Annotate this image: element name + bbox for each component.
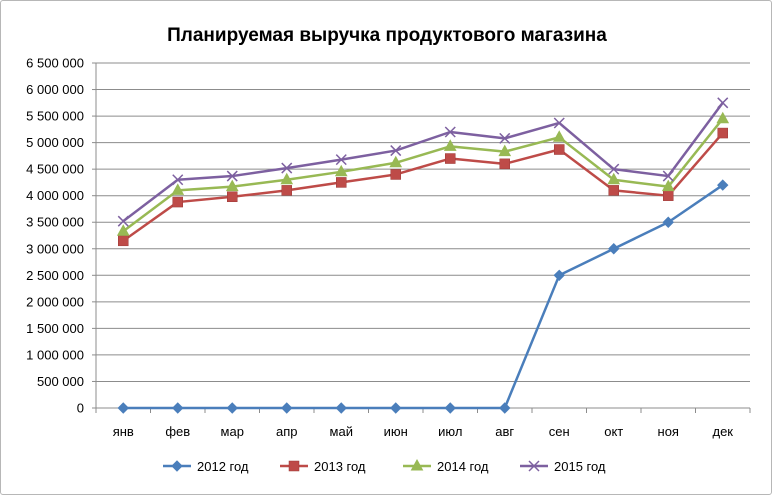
data-point-s3 bbox=[498, 144, 512, 157]
y-tick-label: 2 000 000 bbox=[26, 294, 84, 309]
data-point-s4-b bbox=[172, 174, 184, 186]
data-point-s1 bbox=[390, 402, 402, 414]
data-point-s2 bbox=[172, 196, 183, 208]
y-tick-label: 6 500 000 bbox=[26, 56, 84, 71]
data-point-s3 bbox=[280, 172, 294, 185]
series-line-3 bbox=[122, 117, 724, 233]
x-tick-label: сен bbox=[549, 424, 570, 439]
legend-label-3: 2014 год bbox=[437, 459, 489, 474]
legend-label-1: 2012 год bbox=[197, 459, 249, 474]
data-point-s1 bbox=[444, 402, 456, 414]
x-tick-label: июн bbox=[384, 424, 408, 439]
series-line-1 bbox=[123, 184, 724, 410]
data-point-s2 bbox=[499, 158, 510, 170]
series-line-4 bbox=[122, 102, 724, 223]
data-point-s3 bbox=[334, 164, 348, 177]
x-tick-label: июл bbox=[438, 424, 462, 439]
data-point-s3 bbox=[116, 224, 130, 236]
y-tick-label: 5 500 000 bbox=[26, 109, 84, 124]
data-point-s2 bbox=[336, 177, 347, 188]
data-point-s2 bbox=[227, 191, 238, 203]
data-point-s3 bbox=[389, 155, 403, 168]
data-point-s2 bbox=[717, 127, 728, 139]
data-point-s3 bbox=[607, 172, 621, 185]
data-point-s3 bbox=[443, 139, 457, 151]
x-tick-label: апр bbox=[276, 424, 298, 439]
data-point-s4-b bbox=[608, 163, 620, 175]
x-tick-label: янв bbox=[113, 424, 134, 439]
x-tick-label: окт bbox=[604, 424, 623, 439]
x-tick-label: ноя bbox=[658, 424, 679, 439]
y-tick-label: 4 500 000 bbox=[26, 162, 84, 177]
x-tick-label: мар bbox=[221, 424, 244, 439]
y-tick-label: 4 000 000 bbox=[26, 188, 84, 203]
data-point-s4-b bbox=[117, 215, 129, 227]
data-point-s1 bbox=[553, 269, 565, 282]
legend-marker-4-b bbox=[528, 460, 540, 472]
data-point-s4-b bbox=[390, 145, 402, 157]
data-point-s2 bbox=[118, 235, 129, 247]
data-point-s3 bbox=[716, 111, 730, 124]
data-point-s4-b bbox=[553, 117, 565, 129]
x-tick-label: авг bbox=[495, 424, 514, 439]
legend-marker-3 bbox=[410, 458, 424, 471]
series-line-2 bbox=[122, 132, 724, 242]
data-point-s4-b bbox=[499, 132, 511, 144]
y-tick-label: 3 500 000 bbox=[26, 215, 84, 230]
data-point-s4-b bbox=[226, 170, 238, 182]
data-point-s3 bbox=[552, 130, 566, 142]
data-point-s1 bbox=[608, 243, 620, 255]
data-point-s4-b bbox=[662, 170, 674, 182]
data-point-s2 bbox=[663, 190, 674, 201]
data-point-s1 bbox=[499, 402, 511, 414]
data-point-s4-b bbox=[335, 154, 347, 166]
data-point-s4-b bbox=[281, 162, 293, 174]
x-tick-label: фев bbox=[165, 424, 190, 439]
chart-title: Планируемая выручка продуктового магазин… bbox=[167, 25, 607, 46]
legend-label-4: 2015 год bbox=[554, 459, 606, 474]
y-tick-label: 500 000 bbox=[37, 374, 84, 389]
y-tick-label: 1 000 000 bbox=[26, 347, 84, 362]
data-point-s2 bbox=[554, 144, 565, 155]
data-point-s1 bbox=[281, 402, 293, 414]
data-point-s3 bbox=[661, 179, 675, 192]
y-tick-label: 0 bbox=[77, 401, 84, 416]
data-point-s1 bbox=[335, 402, 347, 414]
data-point-s4-b bbox=[444, 126, 456, 138]
data-point-s1 bbox=[226, 402, 238, 414]
y-tick-label: 2 500 000 bbox=[26, 268, 84, 283]
data-point-s1 bbox=[172, 402, 184, 414]
x-tick-label: дек bbox=[712, 424, 733, 439]
legend-marker-1 bbox=[171, 460, 183, 472]
y-tick-label: 6 000 000 bbox=[26, 82, 84, 97]
legend-marker-2 bbox=[288, 460, 300, 472]
data-point-s1 bbox=[717, 179, 729, 191]
data-point-s2 bbox=[608, 185, 619, 196]
data-point-s2 bbox=[390, 169, 401, 180]
y-tick-label: 1 500 000 bbox=[26, 321, 84, 336]
data-point-s3 bbox=[225, 179, 239, 192]
data-point-s4-b bbox=[717, 97, 729, 109]
y-tick-label: 5 000 000 bbox=[26, 135, 84, 150]
data-point-s2 bbox=[445, 153, 456, 164]
legend-label-2: 2013 год bbox=[314, 459, 366, 474]
y-tick-label: 3 000 000 bbox=[26, 241, 84, 256]
data-point-s2 bbox=[281, 185, 292, 196]
data-point-s1 bbox=[117, 402, 129, 414]
data-point-s1 bbox=[662, 216, 674, 228]
data-point-s3 bbox=[171, 183, 185, 195]
x-tick-label: май bbox=[330, 424, 353, 439]
